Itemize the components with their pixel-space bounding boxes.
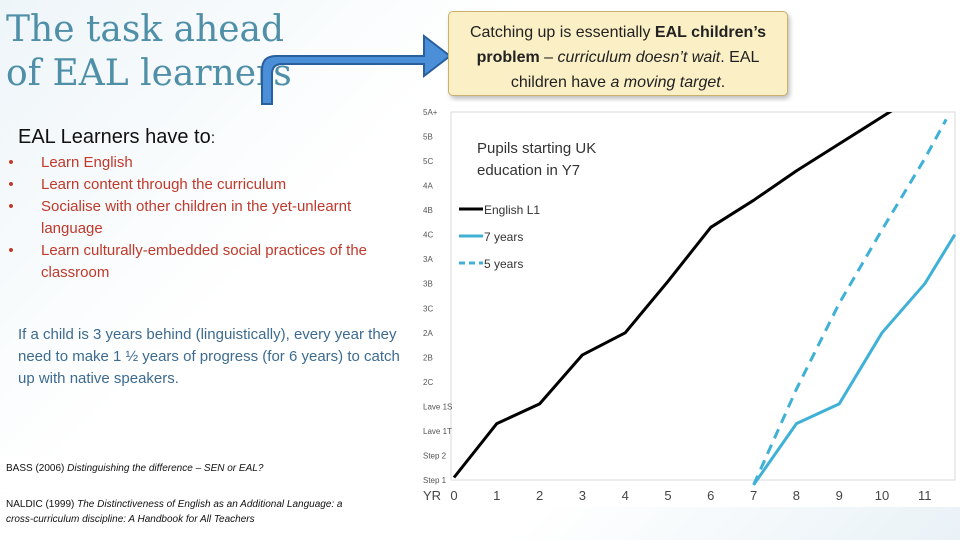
y-tick-label: 5A+ bbox=[423, 108, 438, 117]
legend-label: 5 years bbox=[484, 257, 523, 271]
y-tick-label: 4A bbox=[423, 182, 433, 191]
y-tick-label: 2A bbox=[423, 329, 433, 338]
y-tick-label: 3B bbox=[423, 280, 433, 289]
callout-text-3: – bbox=[539, 49, 558, 66]
bullet-item: • Learn content through the curriculum bbox=[4, 174, 394, 196]
progress-chart: Step 1 Step 2 Lave 1T Lave 1S 2C 2B 2A 3C 3B 3A 4C… bbox=[419, 102, 960, 507]
x-tick-label: 10 bbox=[875, 488, 889, 503]
x-tick-label: 8 bbox=[793, 488, 800, 503]
bullet-icon: • bbox=[8, 198, 14, 215]
y-tick-label: 2B bbox=[423, 353, 433, 362]
reference-bass-title: Distinguishing the difference – SEN or E… bbox=[67, 463, 264, 474]
legend-label: 7 years bbox=[484, 230, 523, 244]
progress-chart-svg: Step 1 Step 2 Lave 1T Lave 1S 2C 2B 2A 3C 3B 3A 4C… bbox=[423, 108, 957, 503]
y-tick-label: 5C bbox=[423, 157, 433, 166]
reference-naldic: NALDIC (1999) The Distinctiveness of Eng… bbox=[0, 494, 352, 540]
x-tick-label: 11 bbox=[918, 488, 932, 503]
bullet-icon: • bbox=[8, 242, 14, 259]
series-line-7-years bbox=[752, 233, 957, 486]
slide-title-line1: The task ahead bbox=[6, 9, 285, 50]
reference-naldic-author: NALDIC (1999) bbox=[6, 499, 78, 510]
bullet-item: • Learn English bbox=[4, 152, 394, 174]
y-tick-label: 3C bbox=[423, 304, 433, 313]
x-tick-label: 3 bbox=[579, 488, 586, 503]
reference-naldic-title: The Distinctiveness of English as an Add… bbox=[6, 499, 343, 525]
section-heading-colon: : bbox=[210, 130, 216, 147]
callout-text-7: . bbox=[720, 74, 726, 91]
slide-title: The task ahead of EAL learners bbox=[6, 8, 306, 96]
x-tick-label: 5 bbox=[664, 488, 671, 503]
y-tick-label: 2C bbox=[423, 378, 433, 387]
slide-title-line2: of EAL learners bbox=[6, 53, 292, 94]
x-tick-label: 1 bbox=[493, 488, 500, 503]
callout-text-5: . EAL children have bbox=[510, 49, 760, 91]
x-tick-label: 6 bbox=[707, 488, 714, 503]
y-tick-label: Step 2 bbox=[423, 451, 447, 460]
y-tick-label: Step 1 bbox=[423, 476, 447, 485]
x-tick-label: 2 bbox=[536, 488, 543, 503]
legend-label: English L1 bbox=[484, 203, 540, 217]
reference-bass-author: BASS (2006) bbox=[6, 463, 68, 474]
bullet-text: Learn culturally-embedded social practic… bbox=[41, 242, 368, 281]
bullet-text: Learn English bbox=[41, 154, 133, 171]
bullet-icon: • bbox=[8, 154, 14, 171]
y-tick-label: 4B bbox=[423, 206, 433, 215]
callout-text-2: EAL children’s problem bbox=[476, 24, 767, 66]
callout-text-1: Catching up is essentially bbox=[469, 24, 655, 41]
callout-box: Catching up is essentially EAL children’… bbox=[448, 11, 788, 96]
bullet-text: Learn content through the curriculum bbox=[41, 176, 287, 193]
chart-annotation-line2: education in Y7 bbox=[477, 162, 580, 179]
catch-up-paragraph: If a child is 3 years behind (linguistic… bbox=[18, 326, 400, 387]
bullet-item: • Learn culturally-embedded social practi… bbox=[4, 240, 394, 284]
bullet-list: • Learn English • Learn content through th… bbox=[4, 152, 394, 284]
x-axis-title: YR bbox=[423, 488, 441, 503]
section-heading: EAL Learners have to: bbox=[18, 126, 215, 149]
y-tick-label: Lave 1T bbox=[423, 427, 452, 436]
reference-bass: BASS (2006) Distinguishing the differenc… bbox=[0, 458, 290, 492]
y-tick-label: 3A bbox=[423, 255, 433, 264]
x-tick-label: 9 bbox=[836, 488, 843, 503]
y-tick-label: 4C bbox=[423, 231, 433, 240]
y-tick-label: 5B bbox=[423, 133, 433, 142]
x-tick-label: 4 bbox=[622, 488, 629, 503]
series-line-english-l1 bbox=[452, 112, 893, 479]
section-heading-text: EAL Learners have to bbox=[18, 126, 211, 148]
x-tick-label: 0 bbox=[450, 488, 457, 503]
bullet-icon: • bbox=[8, 176, 14, 193]
bullet-text: Socialise with other children in the yet… bbox=[41, 198, 352, 237]
callout-text-6: a moving target bbox=[610, 74, 721, 91]
chart-annotation-line1: Pupils starting UK bbox=[477, 140, 596, 157]
callout-text-4: curriculum doesn’t wait bbox=[557, 49, 721, 66]
series-line-5-years bbox=[752, 118, 948, 486]
x-tick-label: 7 bbox=[750, 488, 757, 503]
plot-area-frame bbox=[450, 111, 956, 481]
y-tick-label: Lave 1S bbox=[423, 402, 452, 411]
bullet-item: • Socialise with other children in the ye… bbox=[4, 196, 394, 240]
